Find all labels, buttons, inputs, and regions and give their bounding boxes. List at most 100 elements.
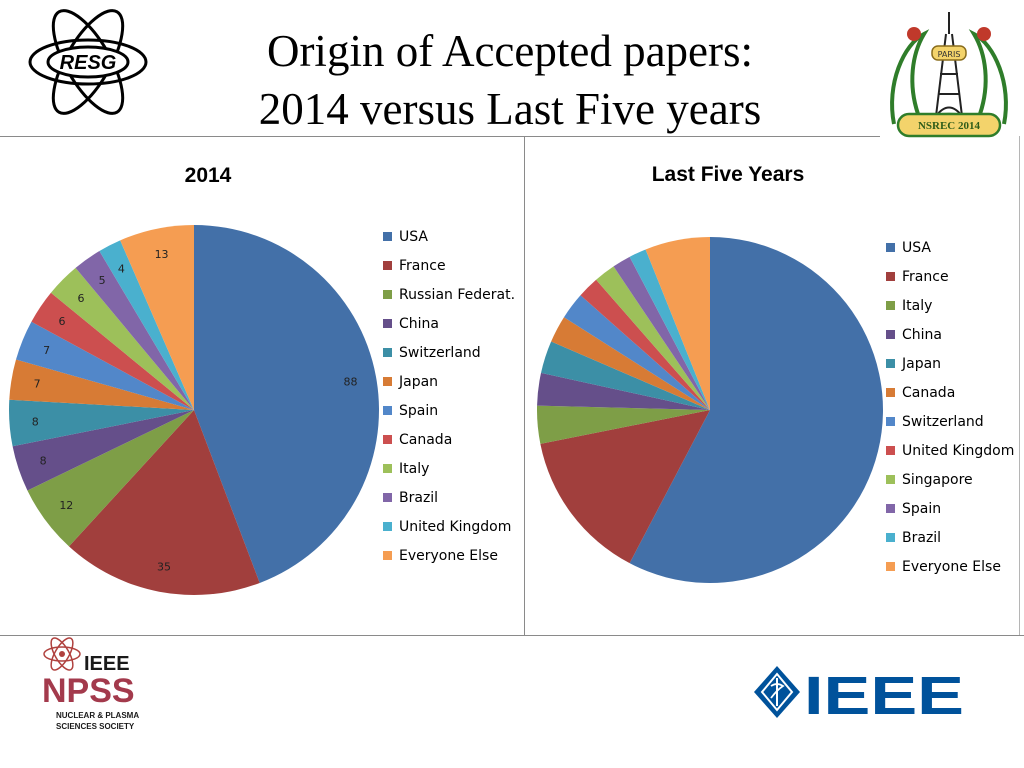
pie-slice-united-kingdom bbox=[99, 240, 194, 410]
legend-swatch bbox=[886, 272, 895, 281]
legend-item-canada: Canada bbox=[383, 425, 515, 454]
nsrec-logo: PARIS NSREC 2014 bbox=[890, 12, 1008, 138]
legend-swatch bbox=[886, 475, 895, 484]
legend-swatch bbox=[383, 319, 392, 328]
pie-slice-canada bbox=[551, 317, 710, 410]
slide-title: Origin of Accepted papers: 2014 versus L… bbox=[200, 22, 820, 138]
legend-swatch bbox=[383, 290, 392, 299]
legend-item-russian-federat: Russian Federat. bbox=[383, 280, 515, 309]
legend-item-france: France bbox=[383, 251, 515, 280]
pie-slice-switzerland bbox=[9, 399, 195, 447]
legend-item-canada: Canada bbox=[886, 378, 1014, 407]
right-border bbox=[1019, 136, 1020, 636]
pie-slice-brazil bbox=[629, 249, 710, 410]
legend-item-united-kingdom: United Kingdom bbox=[383, 512, 515, 541]
pie-slice-spain bbox=[613, 256, 710, 410]
resg-logo-text: RESG bbox=[60, 52, 117, 74]
data-label-canada: 6 bbox=[58, 315, 65, 328]
legend-swatch bbox=[383, 348, 392, 357]
pie-slice-singapore bbox=[596, 266, 710, 410]
legend-item-united-kingdom: United Kingdom bbox=[886, 436, 1014, 465]
legend-item-japan: Japan bbox=[383, 367, 515, 396]
legend-label: Japan bbox=[399, 373, 439, 390]
pie-slice-japan bbox=[9, 359, 194, 410]
data-label-russian-federat: 12 bbox=[59, 499, 73, 512]
legend-label: United Kingdom bbox=[902, 442, 1015, 459]
legend-label: Spain bbox=[399, 402, 439, 419]
data-label-united-kingdom: 4 bbox=[118, 262, 125, 275]
legend-item-usa: USA bbox=[383, 222, 515, 251]
legend-label: Russian Federat. bbox=[399, 286, 516, 303]
pie-slice-russian-federat bbox=[27, 410, 195, 547]
ieee-logo: IEEE bbox=[754, 666, 964, 720]
legend-swatch bbox=[383, 261, 392, 270]
legend-label: Switzerland bbox=[902, 413, 984, 430]
center-divider bbox=[524, 136, 525, 636]
chart-five-years-title: Last Five Years bbox=[651, 163, 805, 186]
pie-slice-japan bbox=[541, 341, 710, 410]
legend-swatch bbox=[383, 551, 392, 560]
legend-item-france: France bbox=[886, 262, 1014, 291]
legend-label: Everyone Else bbox=[399, 547, 498, 564]
legend-label: USA bbox=[902, 239, 931, 256]
nsrec-logo-text: NSREC 2014 bbox=[918, 120, 981, 132]
pie-slice-united-kingdom bbox=[580, 279, 710, 410]
pie-slice-spain bbox=[16, 321, 194, 410]
legend-item-brazil: Brazil bbox=[383, 483, 515, 512]
legend-item-everyone-else: Everyone Else bbox=[886, 552, 1014, 581]
legend-item-italy: Italy bbox=[886, 291, 1014, 320]
legend-item-singapore: Singapore bbox=[886, 465, 1014, 494]
pie-slice-everyone-else bbox=[645, 237, 710, 410]
legend-item-italy: Italy bbox=[383, 454, 515, 483]
data-label-china: 8 bbox=[40, 455, 47, 468]
legend-label: Japan bbox=[902, 355, 942, 372]
legend-label: Brazil bbox=[902, 529, 942, 546]
legend-swatch bbox=[886, 504, 895, 513]
legend-item-china: China bbox=[383, 309, 515, 338]
legend-swatch bbox=[886, 243, 895, 252]
legend-swatch bbox=[886, 562, 895, 571]
legend-swatch bbox=[383, 435, 392, 444]
legend-item-spain: Spain bbox=[383, 396, 515, 425]
legend-item-usa: USA bbox=[886, 233, 1014, 262]
ieee-logo-text: IEEE bbox=[804, 666, 964, 720]
pie-slice-usa bbox=[194, 225, 379, 583]
bottom-divider bbox=[0, 635, 1024, 636]
legend-swatch bbox=[886, 417, 895, 426]
legend-label: China bbox=[902, 326, 942, 343]
legend-item-china: China bbox=[886, 320, 1014, 349]
legend-label: Spain bbox=[902, 500, 942, 517]
legend-label: France bbox=[902, 268, 949, 285]
legend-swatch bbox=[383, 522, 392, 531]
legend-swatch bbox=[886, 330, 895, 339]
legend-item-brazil: Brazil bbox=[886, 523, 1014, 552]
legend-2014: USA France Russian Federat. China Switzerlan… bbox=[383, 222, 515, 570]
title-line-1: Origin of Accepted papers: bbox=[266, 26, 754, 76]
legend-item-everyone-else: Everyone Else bbox=[383, 541, 515, 570]
legend-swatch bbox=[383, 406, 392, 415]
legend-swatch bbox=[886, 359, 895, 368]
legend-swatch bbox=[383, 232, 392, 241]
ieee-npss-logo: IEEE NPSS NUCLEAR & PLASMA SCIENCES SOCI… bbox=[42, 637, 139, 731]
npss-subtitle-2: SCIENCES SOCIETY bbox=[56, 722, 135, 731]
legend-label: Brazil bbox=[399, 489, 439, 506]
pie-slice-france bbox=[540, 410, 710, 564]
pie-slice-italy bbox=[537, 405, 710, 444]
legend-swatch bbox=[886, 533, 895, 542]
legend-label: Switzerland bbox=[399, 344, 481, 361]
npss-ieee-text: IEEE bbox=[84, 653, 130, 675]
pie-slice-china bbox=[537, 372, 710, 410]
pie-slice-everyone-else bbox=[120, 225, 194, 410]
pie-slice-switzerland bbox=[563, 295, 710, 410]
legend-label: Italy bbox=[902, 297, 933, 314]
legend-label: USA bbox=[399, 228, 428, 245]
chart-2014-title: 2014 bbox=[184, 164, 232, 187]
legend-swatch bbox=[886, 388, 895, 397]
resg-logo: RESG bbox=[28, 9, 148, 115]
legend-item-japan: Japan bbox=[886, 349, 1014, 378]
nsrec-city-text: PARIS bbox=[938, 50, 961, 59]
legend-swatch bbox=[886, 301, 895, 310]
data-label-switzerland: 8 bbox=[32, 415, 39, 428]
